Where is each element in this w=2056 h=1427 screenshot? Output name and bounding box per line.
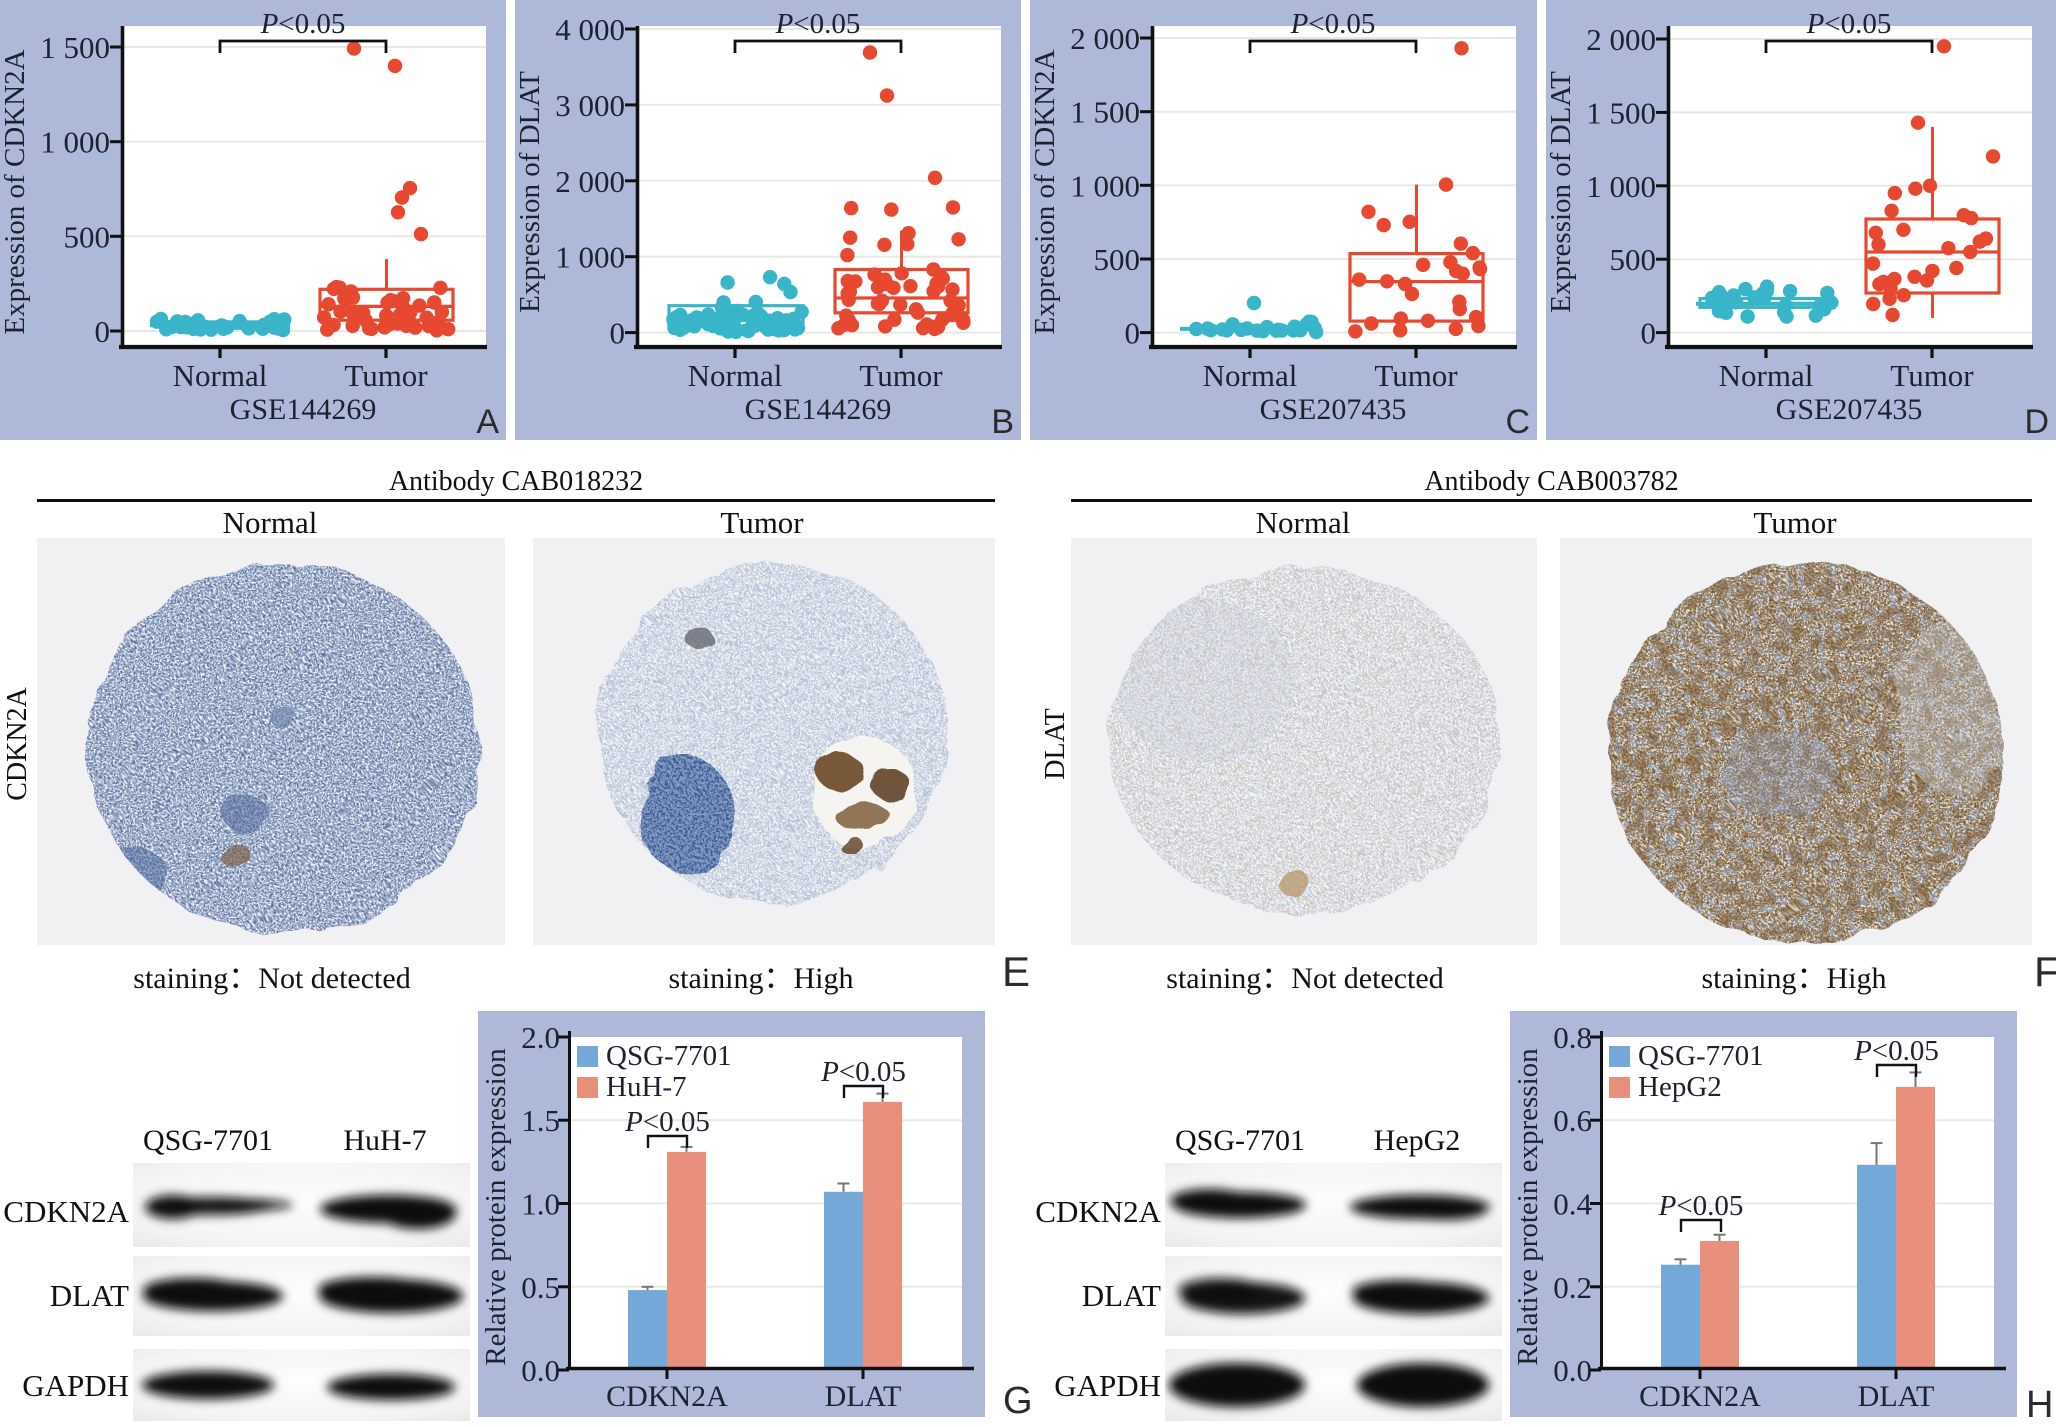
svg-text:HuH-7: HuH-7 (606, 1071, 687, 1103)
svg-text:QSG-7701: QSG-7701 (1638, 1040, 1764, 1072)
svg-text:2.0: 2.0 (521, 1020, 560, 1055)
svg-text:GSE144269: GSE144269 (230, 393, 377, 426)
svg-text:Relative protein expression: Relative protein expression (480, 1048, 512, 1366)
svg-text:P<0.05: P<0.05 (1806, 8, 1892, 40)
svg-text:1 000: 1 000 (1586, 169, 1656, 204)
svg-text:Tumor: Tumor (859, 358, 943, 393)
svg-text:500: 500 (1094, 242, 1141, 277)
svg-text:DLAT: DLAT (825, 1380, 902, 1413)
svg-text:Tumor: Tumor (1374, 358, 1458, 393)
svg-text:0: 0 (95, 314, 111, 349)
svg-text:CDKN2A: CDKN2A (606, 1380, 728, 1413)
svg-text:0.2: 0.2 (1553, 1270, 1592, 1305)
svg-text:DLAT: DLAT (1858, 1380, 1935, 1413)
svg-text:0.0: 0.0 (1553, 1353, 1592, 1388)
svg-text:Relative protein expression: Relative protein expression (1512, 1048, 1544, 1366)
svg-text:1 500: 1 500 (1586, 95, 1656, 130)
svg-text:P<0.05: P<0.05 (1290, 8, 1376, 40)
svg-text:Normal: Normal (1203, 358, 1298, 393)
svg-text:CDKN2A: CDKN2A (1639, 1380, 1761, 1413)
svg-text:500: 500 (64, 219, 111, 254)
svg-text:Tumor: Tumor (344, 358, 428, 393)
svg-text:4 000: 4 000 (555, 12, 625, 47)
svg-text:1.5: 1.5 (521, 1103, 560, 1138)
svg-text:1 000: 1 000 (1070, 168, 1140, 203)
svg-text:Expression of CDKN2A: Expression of CDKN2A (0, 49, 31, 334)
svg-text:D: D (2024, 403, 2049, 440)
svg-text:0: 0 (1125, 316, 1141, 351)
svg-text:P<0.05: P<0.05 (624, 1106, 710, 1138)
svg-text:P<0.05: P<0.05 (775, 8, 861, 40)
svg-text:Normal: Normal (173, 358, 268, 393)
svg-text:P<0.05: P<0.05 (1853, 1035, 1939, 1067)
svg-text:1 500: 1 500 (40, 30, 110, 65)
svg-text:0.0: 0.0 (521, 1353, 560, 1388)
svg-text:2 000: 2 000 (1070, 21, 1140, 56)
svg-text:P<0.05: P<0.05 (1658, 1190, 1744, 1222)
svg-text:0.4: 0.4 (1553, 1187, 1592, 1222)
svg-text:GSE207435: GSE207435 (1776, 393, 1923, 426)
svg-text:HepG2: HepG2 (1638, 1071, 1722, 1103)
svg-text:C: C (1505, 403, 1530, 440)
svg-text:P<0.05: P<0.05 (820, 1056, 906, 1088)
svg-text:Normal: Normal (688, 358, 783, 393)
svg-text:Expression of CDKN2A: Expression of CDKN2A (1030, 49, 1061, 334)
svg-text:2 000: 2 000 (1586, 22, 1656, 57)
svg-text:Expression of DLAT: Expression of DLAT (1546, 71, 1577, 313)
svg-text:GSE144269: GSE144269 (745, 393, 892, 426)
svg-text:1 500: 1 500 (1070, 95, 1140, 130)
svg-text:0.5: 0.5 (521, 1270, 560, 1305)
svg-text:0.8: 0.8 (1553, 1020, 1592, 1055)
svg-text:Tumor: Tumor (1890, 358, 1974, 393)
svg-text:1 000: 1 000 (555, 240, 625, 275)
svg-text:GSE207435: GSE207435 (1260, 393, 1407, 426)
svg-text:Expression of DLAT: Expression of DLAT (515, 71, 546, 313)
svg-text:QSG-7701: QSG-7701 (606, 1040, 732, 1072)
svg-text:0: 0 (1641, 316, 1657, 351)
svg-text:Normal: Normal (1719, 358, 1814, 393)
svg-text:0: 0 (610, 316, 626, 351)
svg-text:P<0.05: P<0.05 (260, 8, 346, 40)
svg-text:0.6: 0.6 (1553, 1103, 1592, 1138)
svg-text:3 000: 3 000 (555, 88, 625, 123)
svg-text:A: A (476, 403, 499, 440)
svg-text:1.0: 1.0 (521, 1187, 560, 1222)
svg-text:1 000: 1 000 (40, 125, 110, 160)
svg-text:2 000: 2 000 (555, 164, 625, 199)
svg-text:500: 500 (1610, 242, 1657, 277)
svg-text:B: B (991, 403, 1014, 440)
